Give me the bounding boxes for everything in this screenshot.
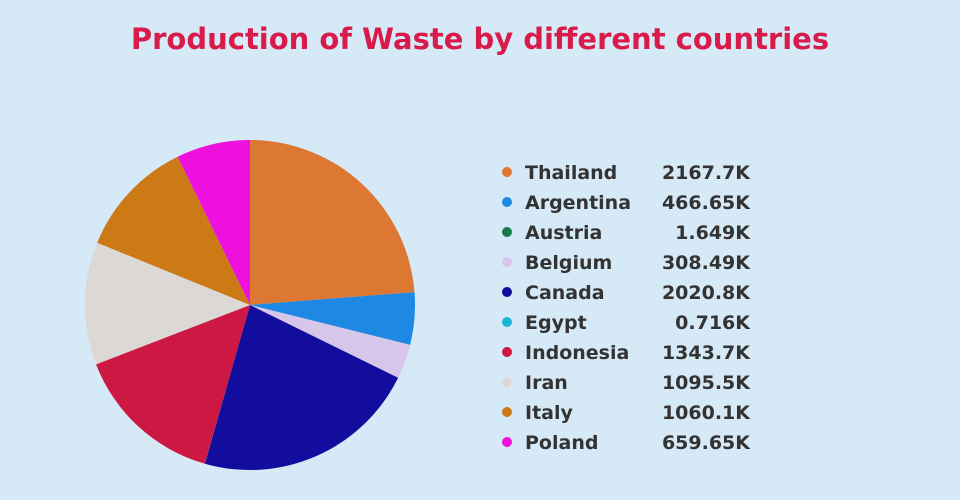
pie-slice-iran[interactable] <box>85 242 250 365</box>
legend-item-thailand[interactable]: Thailand 2167.7K <box>502 160 762 190</box>
legend-item-argentina[interactable]: Argentina 466.65K <box>502 190 762 220</box>
pie-slice-belgium[interactable] <box>250 305 411 378</box>
legend-label: Austria <box>525 222 603 244</box>
legend-value: 2167.7K <box>661 162 750 184</box>
pie-slice-thailand[interactable] <box>250 140 415 305</box>
legend: Thailand 2167.7K Argentina 466.65K Austria 1.… <box>502 160 762 460</box>
pie-slice-poland[interactable] <box>177 140 250 305</box>
pie-slice-egypt[interactable] <box>204 305 250 464</box>
legend-label: Indonesia <box>525 342 630 364</box>
legend-value: 1343.7K <box>661 342 750 364</box>
legend-value: 1095.5K <box>661 372 750 394</box>
legend-marker-icon <box>502 257 512 267</box>
pie-slice-argentina[interactable] <box>250 292 415 345</box>
pie-slice-indonesia[interactable] <box>96 305 251 464</box>
pie-chart <box>85 140 415 470</box>
pie-slice-canada[interactable] <box>204 305 399 470</box>
legend-value: 1060.1K <box>661 402 750 424</box>
legend-marker-icon <box>502 317 512 327</box>
legend-item-poland[interactable]: Poland 659.65K <box>502 430 762 460</box>
legend-marker-icon <box>502 167 512 177</box>
legend-marker-icon <box>502 197 512 207</box>
legend-label: Iran <box>525 372 568 394</box>
legend-item-canada[interactable]: Canada 2020.8K <box>502 280 762 310</box>
legend-marker-icon <box>502 407 512 417</box>
legend-label: Argentina <box>525 192 632 214</box>
legend-value: 0.716K <box>675 312 750 334</box>
legend-value: 2020.8K <box>661 282 750 304</box>
legend-label: Thailand <box>525 162 618 184</box>
legend-marker-icon <box>502 287 512 297</box>
legend-value: 659.65K <box>661 432 750 454</box>
legend-item-indonesia[interactable]: Indonesia 1343.7K <box>502 340 762 370</box>
legend-value: 466.65K <box>661 192 750 214</box>
legend-item-iran[interactable]: Iran 1095.5K <box>502 370 762 400</box>
pie-slice-italy[interactable] <box>97 156 250 305</box>
legend-item-belgium[interactable]: Belgium 308.49K <box>502 250 762 280</box>
legend-item-austria[interactable]: Austria 1.649K <box>502 220 762 250</box>
legend-marker-icon <box>502 437 512 447</box>
legend-label: Canada <box>525 282 605 304</box>
pie-slice-austria[interactable] <box>250 305 411 345</box>
legend-marker-icon <box>502 347 512 357</box>
legend-marker-icon <box>502 227 512 237</box>
legend-label: Egypt <box>525 312 587 334</box>
legend-label: Belgium <box>525 252 613 274</box>
legend-value: 1.649K <box>675 222 750 244</box>
legend-label: Italy <box>525 402 573 424</box>
legend-item-italy[interactable]: Italy 1060.1K <box>502 400 762 430</box>
chart-title: Production of Waste by different countri… <box>130 22 830 56</box>
legend-label: Poland <box>525 432 599 454</box>
legend-value: 308.49K <box>661 252 750 274</box>
legend-item-egypt[interactable]: Egypt 0.716K <box>502 310 762 340</box>
legend-marker-icon <box>502 377 512 387</box>
